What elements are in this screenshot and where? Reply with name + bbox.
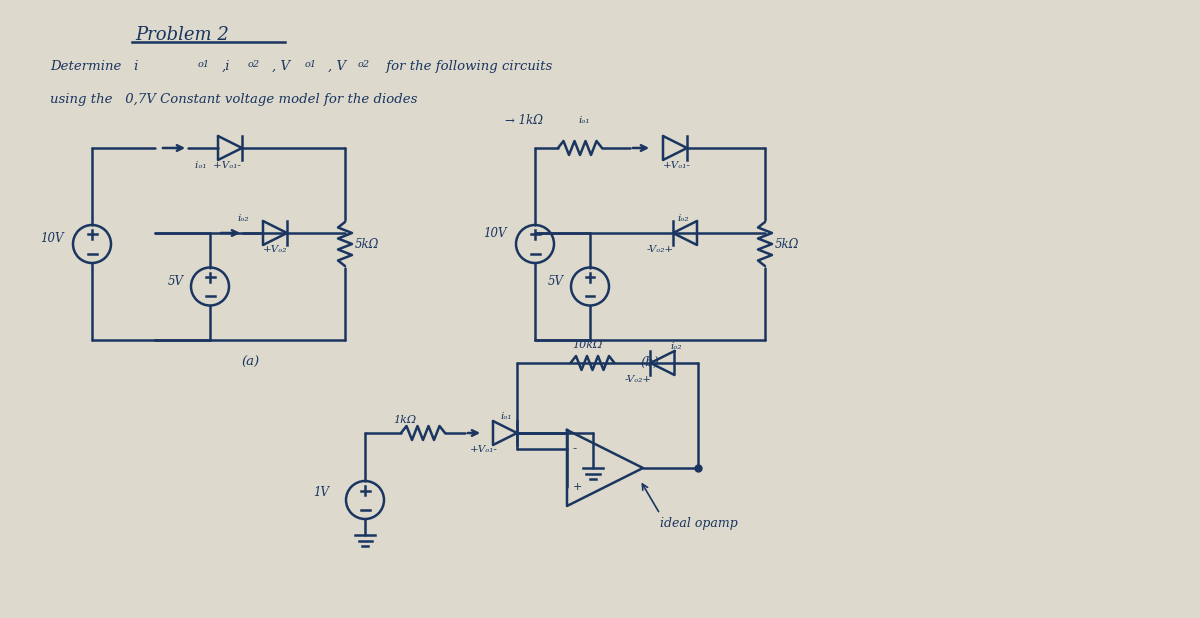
Text: 10V: 10V	[40, 232, 64, 245]
Text: ,i: ,i	[222, 60, 230, 73]
Text: -Vₒ₂+: -Vₒ₂+	[647, 245, 674, 255]
Text: o2: o2	[248, 60, 260, 69]
Text: 10V: 10V	[482, 227, 506, 240]
Text: 1kΩ: 1kΩ	[394, 415, 416, 425]
Text: -Vₒ₂+: -Vₒ₂+	[624, 375, 652, 384]
Text: (a): (a)	[241, 355, 259, 368]
Text: → 1kΩ: → 1kΩ	[505, 114, 542, 127]
Text: 1V: 1V	[313, 486, 329, 499]
Text: 5kΩ: 5kΩ	[775, 237, 799, 250]
Text: -: -	[574, 442, 577, 455]
Text: 5V: 5V	[548, 275, 564, 288]
Text: ideal opamp: ideal opamp	[660, 517, 738, 530]
Text: iₒ₂: iₒ₂	[238, 214, 248, 223]
Text: +Vₒ₂: +Vₒ₂	[263, 245, 287, 255]
Text: iₒ₁: iₒ₁	[500, 412, 511, 421]
Text: +Vₒ₁-: +Vₒ₁-	[662, 161, 691, 169]
Text: (b): (b)	[641, 355, 659, 368]
Text: 5V: 5V	[168, 275, 184, 288]
Text: using the   0,7V Constant voltage model for the diodes: using the 0,7V Constant voltage model fo…	[50, 93, 418, 106]
Text: iₒ₂: iₒ₂	[677, 214, 689, 223]
Text: for the following circuits: for the following circuits	[382, 60, 552, 73]
Text: Problem 2: Problem 2	[134, 26, 229, 44]
Text: , V: , V	[272, 60, 290, 73]
Text: 5kΩ: 5kΩ	[355, 237, 379, 250]
Text: +: +	[574, 482, 582, 492]
Text: iₒ₁  +Vₒ₁-: iₒ₁ +Vₒ₁-	[194, 161, 241, 169]
Text: iₒ₂: iₒ₂	[671, 342, 682, 351]
Text: Determine   i: Determine i	[50, 60, 138, 73]
Text: +Vₒ₁-: +Vₒ₁-	[470, 446, 498, 454]
Text: o1: o1	[198, 60, 210, 69]
Text: o1: o1	[305, 60, 317, 69]
Text: , V: , V	[328, 60, 346, 73]
Text: o2: o2	[358, 60, 370, 69]
Text: iₒ₁: iₒ₁	[578, 117, 589, 125]
Text: 10kΩ: 10kΩ	[572, 340, 602, 350]
